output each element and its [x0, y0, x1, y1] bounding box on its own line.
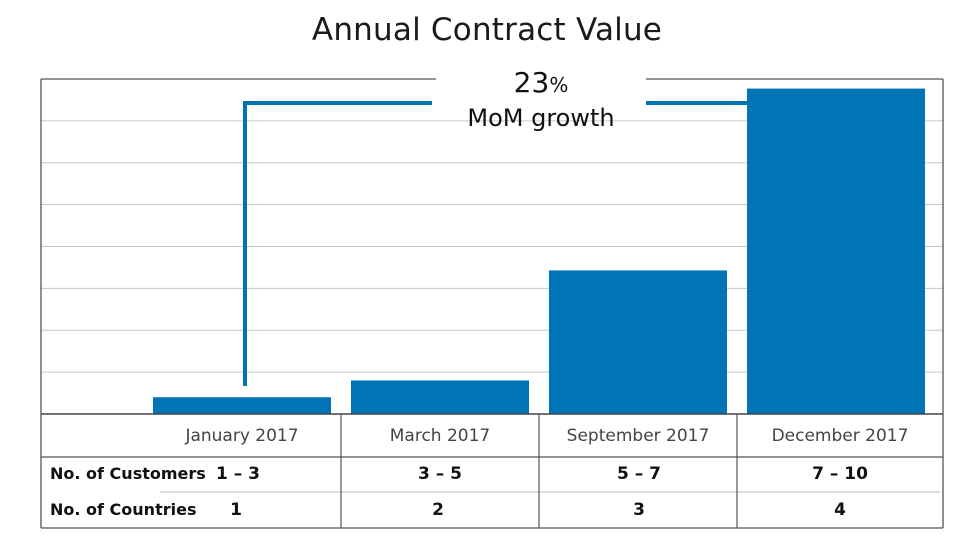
chart-title: Annual Contract Value	[311, 12, 663, 48]
customers-value: 5 – 7	[617, 464, 661, 484]
countries-value: 2	[432, 500, 444, 520]
countries-value: 4	[834, 500, 846, 520]
countries-row-label: No. of Countries	[50, 500, 197, 519]
growth-label: MoM growth	[467, 104, 615, 132]
bar	[351, 380, 529, 414]
growth-annotation	[243, 101, 848, 386]
growth-percentage: 23%	[436, 66, 646, 99]
customers-value: 7 – 10	[812, 464, 868, 484]
bars	[153, 88, 925, 415]
customers-value: 1 – 3	[216, 464, 260, 484]
growth-arrow-line	[646, 101, 837, 126]
growth-arrow-line	[243, 101, 432, 386]
category-label: September 2017	[566, 426, 710, 446]
countries-value: 1	[230, 500, 242, 520]
growth-arrow-head	[822, 114, 848, 131]
growth-value: 23	[513, 66, 550, 99]
category-label: December 2017	[771, 426, 909, 446]
customers-row-label: No. of Customers	[50, 464, 206, 483]
bar	[747, 88, 925, 415]
chart-frame	[40, 78, 944, 529]
category-label: March 2017	[389, 426, 491, 446]
bar	[153, 397, 331, 414]
bar	[549, 270, 727, 414]
countries-value: 3	[633, 500, 645, 520]
customers-value: 3 – 5	[418, 464, 462, 484]
growth-unit: %	[549, 73, 569, 97]
category-label: January 2017	[185, 426, 299, 446]
